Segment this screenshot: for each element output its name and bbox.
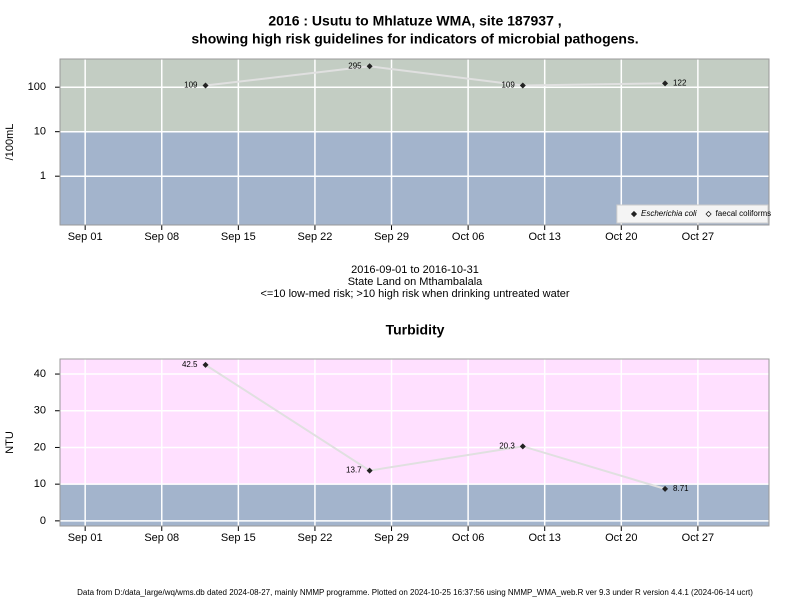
data-point xyxy=(202,82,209,89)
value-label: 295 xyxy=(348,61,362,70)
x-tick-label: Oct 13 xyxy=(528,532,560,544)
data-line xyxy=(205,65,666,87)
plot-frame xyxy=(59,58,770,226)
legend-label: faecal coliforms xyxy=(716,209,772,218)
y-tick-label: 20 xyxy=(34,441,46,453)
x-tick-label: Sep 01 xyxy=(68,231,103,243)
x-tick-label: Oct 06 xyxy=(452,231,484,243)
chart-title: 2016 : Usutu to Mhlatuze WMA, site 18793… xyxy=(268,13,561,29)
plot-frame xyxy=(59,358,770,527)
value-label: 8.71 xyxy=(673,484,689,493)
y-axis-label: NTU xyxy=(4,431,16,454)
value-label: 109 xyxy=(184,81,198,90)
x-tick-label: Sep 01 xyxy=(68,532,103,544)
footer: Data from D:/data_large/wq/wms.db dated … xyxy=(77,588,753,597)
x-tick-label: Oct 06 xyxy=(452,532,484,544)
data-point xyxy=(662,80,669,87)
x-tick-label: Sep 15 xyxy=(221,231,256,243)
x-tick-label: Sep 29 xyxy=(374,231,409,243)
legend-marker xyxy=(630,210,638,218)
y-tick-label: 10 xyxy=(34,478,46,490)
value-label: 13.7 xyxy=(346,466,362,475)
value-label: 20.3 xyxy=(499,441,515,450)
legend-box xyxy=(616,204,769,224)
x-tick-label: Oct 20 xyxy=(605,532,637,544)
subtitle: 2016-09-01 to 2016-10-31 xyxy=(351,264,479,276)
risk-band xyxy=(60,59,769,132)
legend-label: Escherichia coli xyxy=(641,209,697,218)
x-tick-label: Sep 08 xyxy=(144,532,179,544)
data-point xyxy=(662,485,669,492)
subtitle: State Land on Mthambalala xyxy=(348,276,483,288)
data-line xyxy=(204,364,666,490)
y-tick-label: 10 xyxy=(34,126,46,138)
subtitle: <=10 low-med risk; >10 high risk when dr… xyxy=(260,288,569,300)
x-tick-label: Oct 13 xyxy=(528,231,560,243)
y-tick-label: 30 xyxy=(34,405,46,417)
y-tick-label: 100 xyxy=(28,81,46,93)
x-tick-label: Sep 08 xyxy=(144,231,179,243)
data-point xyxy=(366,467,373,474)
chart-title: showing high risk guidelines for indicat… xyxy=(191,31,638,47)
y-tick-label: 40 xyxy=(34,368,46,380)
x-tick-label: Sep 22 xyxy=(297,231,332,243)
chart-title: Turbidity xyxy=(386,322,445,338)
data-point xyxy=(202,361,209,368)
risk-band xyxy=(60,359,769,485)
x-tick-label: Sep 22 xyxy=(297,532,332,544)
value-label: 109 xyxy=(501,81,515,90)
x-tick-label: Oct 27 xyxy=(682,231,714,243)
data-point xyxy=(519,82,526,89)
value-label: 122 xyxy=(673,78,687,87)
x-tick-label: Sep 15 xyxy=(221,532,256,544)
value-label: 42.5 xyxy=(182,360,198,369)
x-tick-label: Oct 27 xyxy=(682,532,714,544)
y-tick-label: 1 xyxy=(40,170,46,182)
x-tick-label: Oct 20 xyxy=(605,231,637,243)
risk-band xyxy=(60,484,769,526)
legend-marker xyxy=(705,210,712,218)
data-point xyxy=(519,443,526,450)
x-tick-label: Sep 29 xyxy=(374,532,409,544)
data-point xyxy=(366,63,373,70)
y-tick-label: 0 xyxy=(40,515,46,527)
y-axis-label: /100mL xyxy=(4,124,16,161)
